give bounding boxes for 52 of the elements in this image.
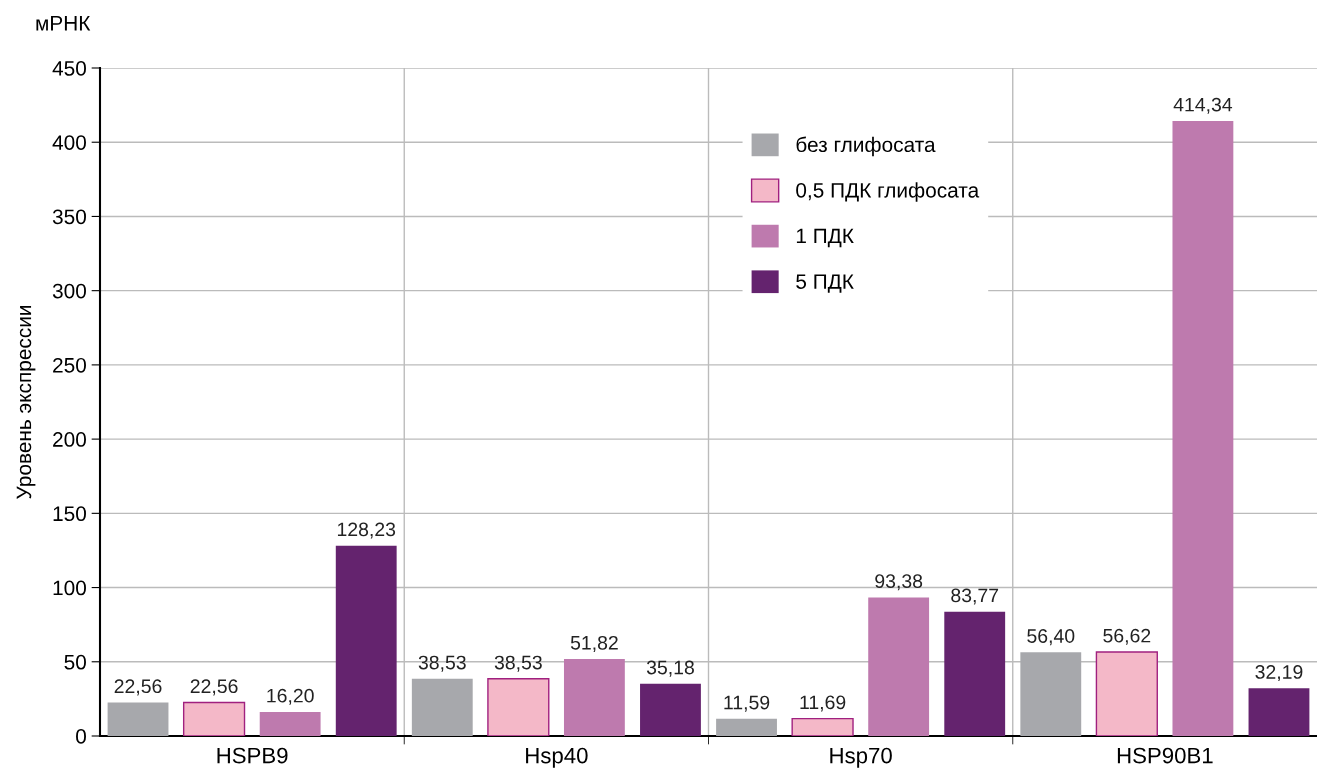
bar bbox=[107, 702, 169, 736]
data-label: 38,53 bbox=[418, 655, 466, 672]
y-tick-label: 0 bbox=[76, 729, 86, 744]
y-tick-label: 150 bbox=[53, 506, 86, 522]
legend-label: 0,5 ПДК глифосата bbox=[796, 182, 980, 202]
data-label: 93,38 bbox=[875, 574, 923, 591]
bar bbox=[868, 597, 930, 736]
y-tick-label: 350 bbox=[52, 209, 86, 225]
y-tick-label: 450 bbox=[52, 61, 86, 76]
bar bbox=[640, 683, 701, 736]
data-label: 56,40 bbox=[1027, 629, 1075, 646]
data-label: 32,19 bbox=[1255, 665, 1303, 682]
y-tick-label: 100 bbox=[53, 580, 86, 596]
y-tick-label: 400 bbox=[52, 135, 86, 150]
data-label: 22,56 bbox=[190, 679, 238, 696]
bar bbox=[411, 678, 473, 736]
x-tick-label: HSPB9 bbox=[217, 747, 288, 764]
bar bbox=[716, 718, 777, 736]
data-label: 11,69 bbox=[800, 695, 846, 712]
x-tick-label: HSP90B1 bbox=[1117, 747, 1213, 764]
bar bbox=[563, 659, 625, 736]
bar bbox=[791, 717, 854, 736]
data-label: 51,82 bbox=[570, 635, 618, 652]
y-tick-label: 200 bbox=[53, 432, 86, 447]
data-label: 56,62 bbox=[1103, 628, 1151, 645]
bar bbox=[1248, 688, 1310, 736]
legend-label: без глифосата bbox=[796, 136, 936, 157]
y-tick-label: 250 bbox=[53, 357, 86, 373]
data-label: 83,77 bbox=[951, 588, 999, 605]
data-label: 22,56 bbox=[114, 679, 162, 696]
data-label: 11,59 bbox=[724, 695, 770, 712]
data-label: 16,20 bbox=[267, 688, 314, 705]
bar bbox=[1020, 652, 1082, 736]
bar bbox=[1095, 651, 1158, 736]
bar bbox=[182, 701, 246, 736]
y-axis-title: Уровень экспрессии bbox=[16, 305, 36, 499]
bar bbox=[944, 611, 1006, 736]
legend-label: 1 ПДК bbox=[796, 228, 854, 248]
legend-label: 5 ПДК bbox=[796, 274, 854, 293]
data-label: 35,18 bbox=[646, 660, 694, 677]
bar bbox=[335, 545, 397, 736]
data-label: 128,23 bbox=[337, 522, 396, 539]
bar bbox=[259, 711, 321, 736]
x-tick-label: Hsp40 bbox=[526, 747, 588, 768]
bar bbox=[1172, 120, 1234, 736]
data-label: 38,53 bbox=[494, 655, 542, 672]
bar bbox=[487, 678, 550, 736]
y-tick-label: 300 bbox=[52, 283, 86, 299]
y-tick-label: 50 bbox=[64, 654, 86, 670]
x-tick-label: Hsp70 bbox=[830, 747, 892, 768]
data-label: 414,34 bbox=[1173, 97, 1233, 114]
chart-title: мРНК bbox=[36, 16, 91, 31]
